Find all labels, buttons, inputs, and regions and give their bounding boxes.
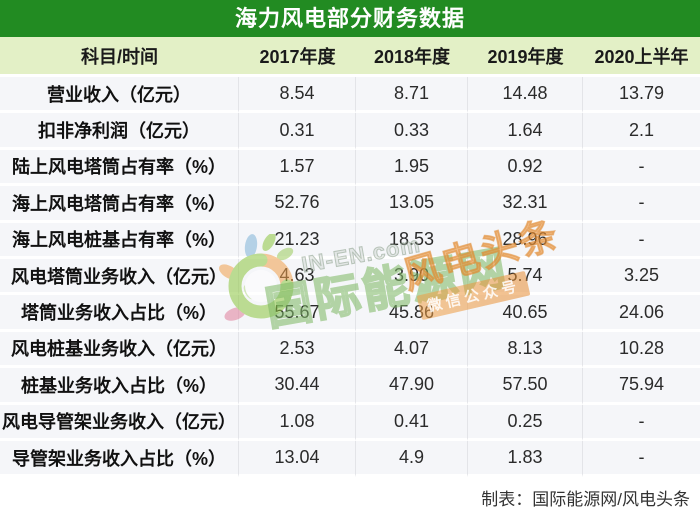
cell-value: 8.54 [239,77,356,114]
column-header: 2017年度 [259,46,336,67]
cell-value: - [583,404,700,441]
cell-value: 1.64 [468,113,583,150]
row-label: 风电桩基业务收入（亿元） [0,331,239,369]
cell-value: 5.74 [468,258,583,296]
cell-value: 52.76 [239,186,356,223]
cell-value: 0.41 [356,404,468,441]
cell-value: 45.86 [356,295,468,332]
cell-value: 1.83 [468,440,583,478]
cell-value: 8.13 [468,331,583,369]
cell-value: 21.23 [239,222,356,259]
cell-value: 18.53 [356,222,468,259]
cell-value: 0.92 [468,149,583,187]
cell-value: 2.53 [239,331,356,369]
cell-value: 3.90 [356,258,468,296]
table-row: 风电导管架业务收入（亿元） 1.08 0.41 0.25- [0,404,700,441]
row-label: 导管架业务收入占比（%） [0,440,239,478]
column-header: 科目/时间 [80,46,158,67]
table-row: 塔筒业务收入占比（%） 55.67 45.86 40.65 24.06 [0,295,700,332]
table-row: 海上风电桩基占有率（%） 21.23 18.53 28.96- [0,222,700,259]
table-footer: 制表：国际能源网/风电头条 [0,477,700,518]
cell-value: - [583,222,700,259]
cell-value: - [583,440,700,478]
cell-value: - [583,149,700,187]
row-label: 海上风电桩基占有率（%） [0,222,239,259]
row-label: 桩基业务收入占比（%） [0,368,239,405]
cell-value: 1.08 [239,404,356,441]
cell-value: 0.25 [468,404,583,441]
cell-value: 1.57 [239,149,356,187]
row-label: 扣非净利润（亿元） [0,113,239,150]
column-header: 2018年度 [373,46,451,67]
cell-value: 28.96 [468,222,583,259]
row-label: 陆上风电塔筒占有率（%） [0,149,239,187]
cell-value: 3.25 [583,258,700,296]
cell-value: 13.05 [356,186,468,223]
cell-value: 55.67 [239,295,356,332]
row-label: 风电塔筒业务收入（亿元） [0,258,239,296]
table-header-row: 科目/时间 2017年度 2018年度 2019年度 2020上半年 [0,37,700,77]
cell-value: 2.1 [583,113,700,150]
page-title: 海力风电部分财务数据 [0,0,700,37]
cell-value: 30.44 [239,368,356,405]
table-row: 海上风电塔筒占有率（%） 52.76 13.05 32.31- [0,186,700,223]
row-label: 风电导管架业务收入（亿元） [0,404,239,441]
column-header: 2020上半年 [594,46,689,67]
cell-value: 57.50 [468,368,583,405]
cell-value: 14.48 [468,77,583,114]
row-label: 营业收入（亿元） [0,77,239,114]
cell-value: 13.79 [583,77,700,114]
table-row: 风电桩基业务收入（亿元） 2.53 4.07 8.13 10.28 [0,331,700,369]
table-row: 陆上风电塔筒占有率（%） 1.57 1.95 0.92- [0,149,700,187]
cell-value: 0.33 [356,113,468,150]
cell-value: 4.63 [239,258,356,296]
row-label: 塔筒业务收入占比（%） [0,295,239,332]
column-header: 2019年度 [487,46,564,67]
table-row: 导管架业务收入占比（%） 13.04 4.9 1.83- [0,440,700,478]
row-label: 海上风电塔筒占有率（%） [0,186,239,223]
cell-value: 75.94 [583,368,700,405]
table-row: 风电塔筒业务收入（亿元） 4.63 3.90 5.74 3.25 [0,258,700,296]
cell-value: 4.07 [356,331,468,369]
cell-value: 1.95 [356,149,468,187]
cell-value: 13.04 [239,440,356,478]
cell-value: 10.28 [583,331,700,369]
table-row: 扣非净利润（亿元） 0.31 0.33 1.64 2.1 [0,113,700,150]
cell-value: - [583,186,700,223]
table-body: 营业收入（亿元） 8.54 8.71 14.48 13.79 扣非净利润（亿元） 0.31 0… [0,77,700,478]
credit-text: 制表：国际能源网/风电头条 [481,489,690,509]
cell-value: 40.65 [468,295,583,332]
cell-value: 8.71 [356,77,468,114]
cell-value: 4.9 [356,440,468,478]
table-row: 营业收入（亿元） 8.54 8.71 14.48 13.79 [0,77,700,114]
financial-table: 科目/时间 2017年度 2018年度 2019年度 2020上半年 营业收入（亿元） 8… [0,37,700,478]
cell-value: 24.06 [583,295,700,332]
cell-value: 47.90 [356,368,468,405]
cell-value: 0.31 [239,113,356,150]
cell-value: 32.31 [468,186,583,223]
table-row: 桩基业务收入占比（%） 30.44 47.90 57.50 75.94 [0,368,700,405]
